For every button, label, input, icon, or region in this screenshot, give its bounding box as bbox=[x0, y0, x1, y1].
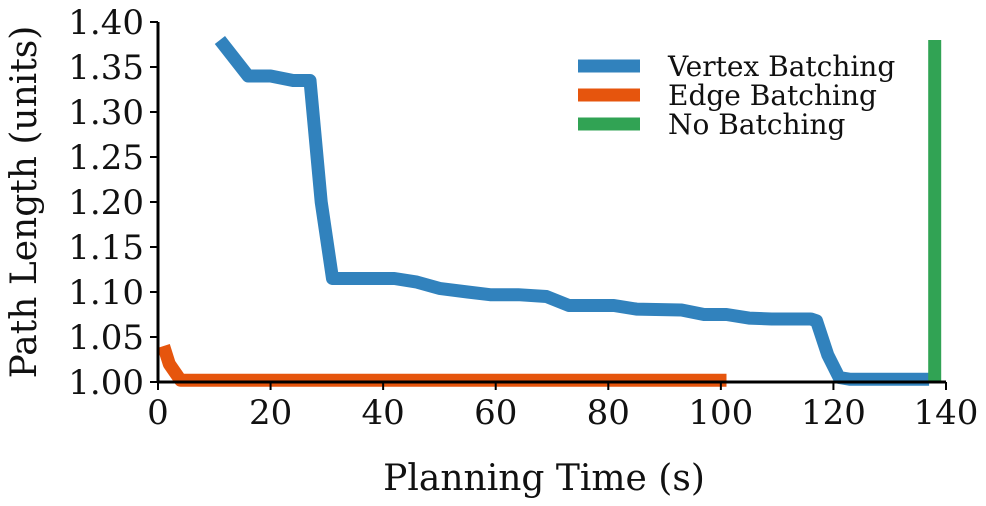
y-ticks: 1.00 1.05 1.10 1.15 1.20 1.25 1.30 1.35 1.40 bbox=[68, 3, 158, 403]
y-axis-label: Path Length (units) bbox=[4, 26, 45, 379]
x-tick-label: 120 bbox=[801, 393, 866, 433]
y-tick-label: 1.20 bbox=[68, 183, 144, 223]
x-tick-label: 20 bbox=[249, 393, 292, 433]
y-tick-label: 1.15 bbox=[68, 228, 144, 268]
legend-label-2: No Batching bbox=[668, 108, 845, 141]
y-tick-label: 1.00 bbox=[68, 363, 144, 403]
y-tick-label: 1.25 bbox=[68, 138, 144, 178]
x-tick-label: 140 bbox=[914, 393, 979, 433]
x-tick-label: 60 bbox=[474, 393, 517, 433]
x-tick-label: 80 bbox=[587, 393, 630, 433]
x-tick-label: 40 bbox=[362, 393, 405, 433]
x-ticks: 0 20 40 60 80 100 120 140 bbox=[147, 382, 978, 433]
legend-label-0: Vertex Batching bbox=[667, 50, 895, 83]
y-tick-label: 1.10 bbox=[68, 273, 144, 313]
y-tick-label: 1.05 bbox=[68, 318, 144, 358]
x-tick-label: 0 bbox=[147, 393, 169, 433]
plot-lines bbox=[157, 35, 942, 387]
y-tick-label: 1.35 bbox=[68, 48, 144, 88]
y-tick-label: 1.40 bbox=[68, 3, 144, 43]
series-line-1 bbox=[157, 344, 727, 387]
y-tick-label: 1.30 bbox=[68, 93, 144, 133]
x-axis-label: Planning Time (s) bbox=[383, 458, 705, 499]
series-line-0 bbox=[214, 35, 930, 386]
legend-label-1: Edge Batching bbox=[668, 79, 877, 112]
x-tick-label: 100 bbox=[688, 393, 753, 433]
